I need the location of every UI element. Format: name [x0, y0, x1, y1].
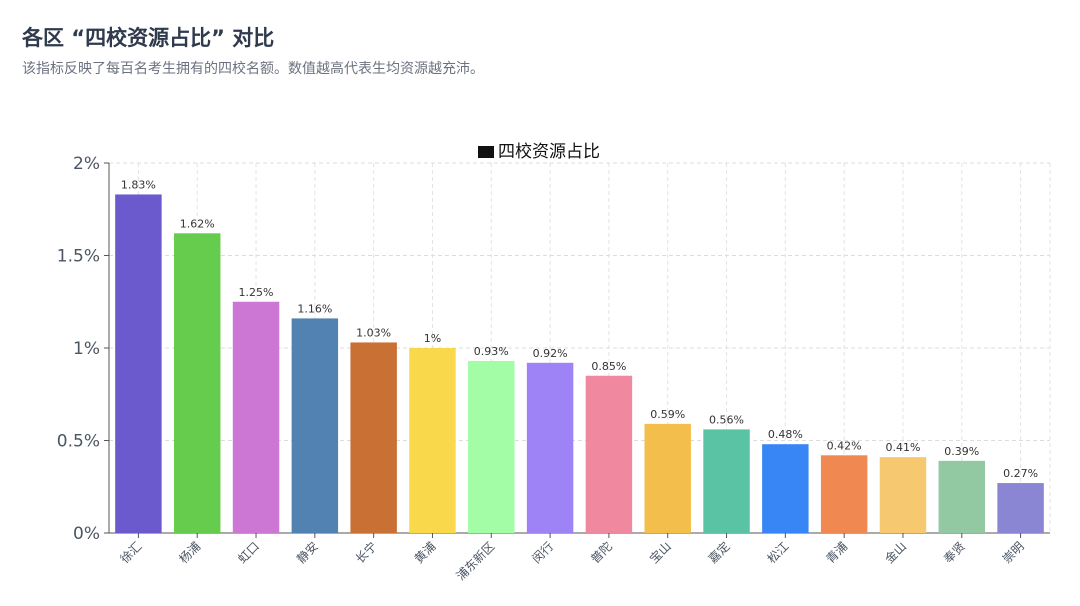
x-tick-label: 金山	[882, 539, 910, 567]
chart-labels: 1.83% 1.62% 1.25% 1.16% 1.03% 1% 0.93% 0.92% 0.8…	[121, 178, 1038, 480]
page-subtitle: 该指标反映了每百名考生拥有的四校名额。数值越高代表生均资源越充沛。	[22, 61, 484, 77]
bar-value-label: 0.56%	[709, 413, 744, 426]
x-tick-label: 嘉定	[705, 539, 733, 567]
legend-swatch	[478, 146, 494, 158]
bar	[703, 429, 750, 533]
bar-value-label: 0.41%	[885, 441, 920, 454]
x-tick-label: 普陀	[587, 539, 615, 567]
bar-value-label: 0.42%	[827, 439, 862, 452]
x-tick-label: 宝山	[647, 539, 674, 566]
bar	[409, 348, 456, 533]
bar	[291, 318, 339, 533]
x-tick-label: 浦东新区	[453, 539, 498, 584]
x-tick-label: 徐汇	[117, 539, 145, 567]
bar-value-label: 1.83%	[121, 178, 156, 191]
bar-value-label: 0.48%	[768, 428, 803, 441]
x-tick-label: 崇明	[1000, 539, 1027, 566]
bar-value-label: 0.92%	[533, 347, 568, 360]
bar-value-label: 0.93%	[474, 345, 509, 358]
page-title: 各区 “四校资源占比” 对比	[22, 26, 275, 50]
bar	[820, 455, 868, 533]
bar	[585, 375, 633, 533]
y-tick-label: 2%	[73, 154, 100, 174]
bar	[644, 423, 691, 533]
bar-value-label: 1.03%	[356, 326, 391, 339]
x-tick-label: 奉贤	[941, 539, 968, 566]
bar-value-label: 1%	[424, 332, 441, 345]
x-tick-label: 闵行	[529, 539, 557, 567]
y-tick-label: 1%	[73, 339, 100, 359]
bar-value-label: 0.59%	[650, 408, 685, 421]
x-tick-label: 杨浦	[176, 539, 204, 567]
bar-value-label: 0.85%	[591, 360, 626, 373]
chart-legend: 四校资源占比	[478, 142, 600, 162]
x-tick-label: 松江	[765, 539, 792, 566]
bar-value-label: 1.16%	[297, 302, 332, 315]
y-tick-label: 0.5%	[57, 432, 100, 452]
bar	[526, 362, 574, 533]
x-tick-label: 长宁	[352, 539, 380, 567]
bar	[879, 457, 927, 533]
y-tick-label: 1.5%	[57, 247, 100, 267]
bar	[762, 444, 809, 533]
bar	[115, 194, 162, 533]
bar	[938, 460, 986, 533]
bar	[468, 360, 515, 533]
x-tick-label: 静安	[293, 539, 321, 567]
bar	[173, 233, 221, 534]
bar	[350, 342, 397, 533]
x-tick-label: 黄浦	[412, 539, 439, 566]
bar	[997, 483, 1044, 533]
bar-value-label: 1.25%	[239, 286, 274, 299]
bar-value-label: 1.62%	[180, 217, 215, 230]
x-tick-label: 青浦	[823, 539, 850, 566]
y-tick-label: 0%	[73, 524, 100, 544]
chart-bars	[115, 194, 1044, 534]
legend-label: 四校资源占比	[498, 142, 600, 162]
bar-value-label: 0.39%	[944, 445, 979, 458]
bar-value-label: 0.27%	[1003, 467, 1038, 480]
x-tick-label: 虹口	[235, 539, 262, 566]
bar	[232, 301, 280, 533]
